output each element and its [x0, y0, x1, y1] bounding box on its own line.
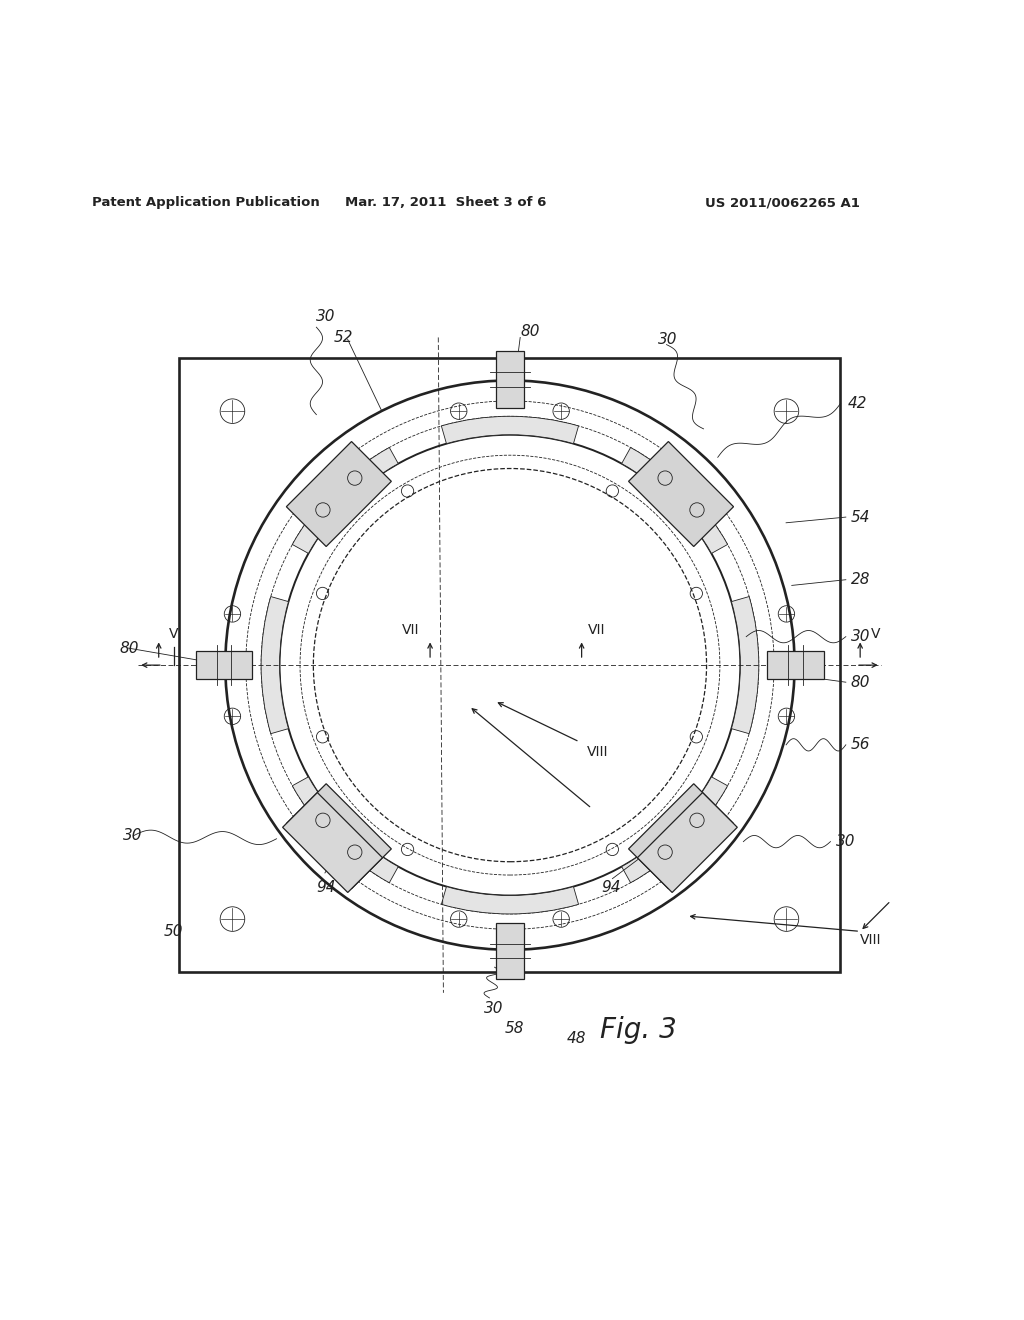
Wedge shape: [292, 447, 398, 553]
Polygon shape: [287, 784, 391, 888]
Text: 58: 58: [505, 1022, 524, 1036]
Text: US 2011/0062265 A1: US 2011/0062265 A1: [706, 197, 860, 209]
Text: VIII: VIII: [587, 746, 608, 759]
Bar: [179, 358, 840, 973]
Polygon shape: [287, 441, 391, 546]
Text: 52: 52: [334, 330, 353, 345]
Polygon shape: [768, 651, 823, 680]
Text: 42: 42: [848, 396, 867, 411]
Text: 28: 28: [851, 572, 870, 587]
Text: Fig. 3: Fig. 3: [600, 1016, 676, 1044]
Text: 30: 30: [836, 834, 855, 849]
Text: Patent Application Publication: Patent Application Publication: [92, 197, 319, 209]
Polygon shape: [196, 651, 252, 680]
Text: VII: VII: [401, 623, 419, 638]
Wedge shape: [622, 447, 728, 553]
Polygon shape: [629, 784, 733, 888]
Wedge shape: [261, 597, 289, 734]
Wedge shape: [622, 777, 728, 883]
Wedge shape: [441, 887, 579, 913]
Polygon shape: [629, 441, 733, 546]
Text: 48: 48: [566, 1031, 586, 1047]
Text: VIII: VIII: [860, 932, 882, 946]
Text: 50: 50: [164, 924, 183, 939]
Text: 54: 54: [851, 510, 870, 524]
Text: 80: 80: [120, 640, 139, 656]
Text: Mar. 17, 2011  Sheet 3 of 6: Mar. 17, 2011 Sheet 3 of 6: [345, 197, 546, 209]
Wedge shape: [731, 597, 759, 734]
Polygon shape: [637, 792, 737, 892]
Text: 94: 94: [601, 879, 621, 895]
Text: 94: 94: [316, 879, 336, 895]
Polygon shape: [496, 351, 524, 408]
Text: 30: 30: [851, 630, 870, 644]
Wedge shape: [292, 777, 398, 883]
Text: 30: 30: [484, 1001, 504, 1015]
Text: VII: VII: [588, 623, 605, 638]
Polygon shape: [496, 923, 524, 979]
Text: 30: 30: [316, 309, 336, 325]
Text: V: V: [169, 627, 178, 642]
Polygon shape: [283, 792, 383, 892]
Text: 80: 80: [520, 323, 540, 339]
Text: V: V: [870, 627, 880, 642]
Wedge shape: [441, 416, 579, 444]
Text: 30: 30: [123, 829, 142, 843]
Text: 80: 80: [851, 675, 870, 690]
Text: 30: 30: [658, 333, 678, 347]
Text: 56: 56: [851, 738, 870, 752]
